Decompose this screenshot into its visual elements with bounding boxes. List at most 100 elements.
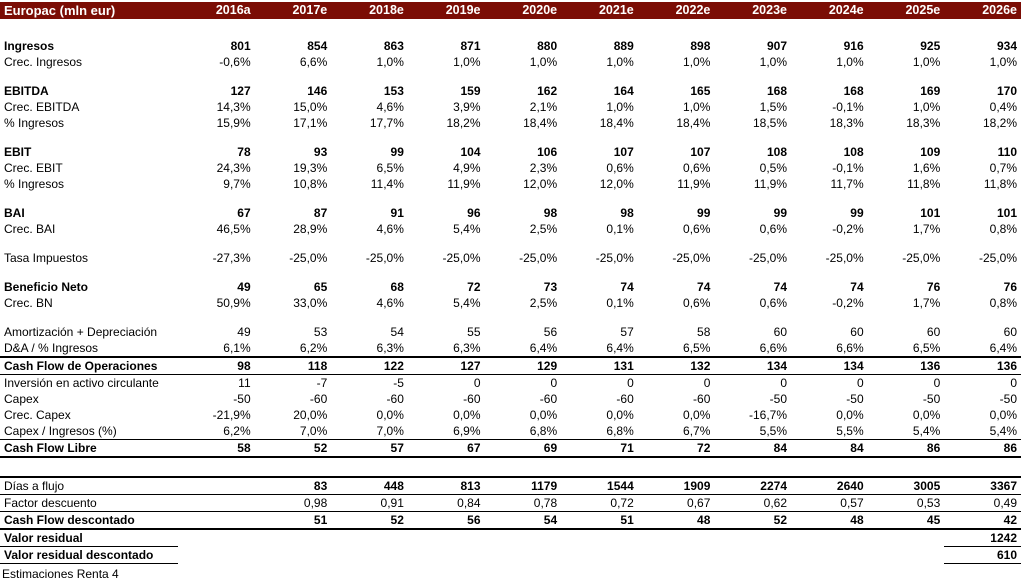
cell: 101 [920, 206, 941, 220]
cell: 33,0% [293, 296, 328, 310]
cell: 56 [543, 325, 558, 339]
cell: 76 [1003, 280, 1017, 294]
cell: 0,84 [407, 494, 485, 512]
cell: 108 [766, 145, 787, 159]
cell [714, 547, 791, 564]
cell: 51 [561, 511, 638, 530]
row-label: Cash Flow descontado [0, 511, 178, 530]
cell: -50 [233, 392, 251, 406]
row-label: D&A / % Ingresos [4, 341, 99, 355]
cell: 50,9% [216, 296, 251, 310]
cell: -21,9% [212, 408, 251, 422]
table-row: Amortización + Depreciación 49 53 54 55 56 57 5… [0, 324, 1021, 340]
row-label: Capex [4, 392, 39, 406]
cell: 6,5% [376, 161, 404, 175]
cell [408, 547, 485, 564]
cell: 0,0% [529, 408, 558, 422]
cell: 136 [867, 356, 945, 375]
cell: -25,0% [978, 251, 1017, 265]
cell: -25,0% [825, 251, 864, 265]
cell: 6,9% [407, 423, 485, 440]
cell: 46,5% [216, 222, 251, 236]
cell: 6,2% [299, 341, 328, 355]
cell: 101 [996, 206, 1017, 220]
cell: 4,6% [376, 222, 404, 236]
table-row: Valor residual descontado 610 [0, 546, 1021, 564]
cell [638, 547, 715, 564]
cell: -50 [999, 392, 1017, 406]
year-header: 2025e [867, 2, 945, 19]
cell: 4,9% [453, 161, 481, 175]
cell: 98 [620, 206, 634, 220]
row-label: EBITDA [4, 84, 49, 98]
cell: 0,49 [944, 494, 1021, 512]
cell: 1,0% [683, 55, 711, 69]
cell: 65 [313, 280, 328, 294]
cell: 67 [407, 439, 485, 458]
row-label: Crec. BAI [4, 222, 56, 236]
cell: 2,3% [529, 161, 558, 175]
cell: 153 [383, 84, 404, 98]
cell: -25,0% [365, 251, 404, 265]
cell: 24,3% [216, 161, 251, 175]
table-row: EBITDA 127 146 153 159 162 164 165 168 168 169 170 [0, 83, 1021, 99]
row-label: BAI [4, 206, 25, 220]
cell [408, 529, 485, 547]
cell [868, 547, 945, 564]
cell: 0,6% [759, 222, 787, 236]
cell: 72 [637, 439, 715, 458]
row-label: Crec. BN [4, 296, 53, 310]
cell: 134 [791, 356, 868, 375]
cell: 0,0% [606, 408, 634, 422]
cell: 4,6% [376, 100, 404, 114]
cell: 110 [997, 145, 1017, 159]
cell: 0,4% [989, 100, 1017, 114]
spacer-row [0, 70, 1021, 83]
cell: -25,0% [289, 251, 328, 265]
cell: 6,3% [453, 341, 481, 355]
cell [178, 476, 255, 495]
cell: 87 [313, 206, 328, 220]
row-label: Crec. Capex [4, 408, 71, 422]
spacer-row [0, 457, 1021, 477]
row-label: % Ingresos [4, 116, 65, 130]
table-row: Tasa Impuestos -27,3% -25,0% -25,0% -25,0% -2… [0, 250, 1021, 266]
cell: 0 [473, 376, 481, 390]
cell: 58 [178, 439, 255, 458]
cell: 146 [307, 84, 328, 98]
row-label: Tasa Impuestos [4, 251, 89, 265]
cell: 84 [714, 439, 791, 458]
cell: 0,0% [836, 408, 864, 422]
table-row: Crec. Capex -21,9% 20,0% 0,0% 0,0% 0,0% 0,0% 0,… [0, 407, 1021, 423]
cell: 99 [850, 206, 864, 220]
row-label: Días a flujo [0, 476, 178, 495]
cell: 0 [780, 376, 787, 390]
cell: 1,0% [836, 55, 864, 69]
cell: -25,0% [595, 251, 634, 265]
cell: 86 [944, 439, 1021, 458]
cell: 6,4% [989, 341, 1017, 355]
row-label: Amortización + Depreciación [4, 325, 158, 339]
cell: -60 [539, 392, 558, 406]
cell: 1,0% [453, 55, 481, 69]
cell: 83 [254, 476, 332, 495]
cell: 0,98 [254, 494, 332, 512]
cell: 6,4% [529, 341, 558, 355]
cell: 5,4% [453, 296, 481, 310]
year-header: 2022e [637, 2, 715, 19]
table-row: Días a flujo 83 448 813 1179 1544 1909 2274 2640… [0, 476, 1021, 495]
cell: 0,6% [683, 161, 711, 175]
cell: 57 [620, 325, 634, 339]
cell: 0,1% [606, 296, 634, 310]
cell [178, 529, 255, 547]
cell [638, 529, 715, 547]
cell: 0,72 [561, 494, 638, 512]
cell: 134 [714, 356, 791, 375]
cell: 6,6% [836, 341, 864, 355]
cell: 0 [856, 376, 864, 390]
cell: -25,0% [442, 251, 481, 265]
cell [178, 547, 255, 564]
spacer-row [0, 266, 1021, 279]
cell: 129 [484, 356, 562, 375]
cell: 18,3% [829, 116, 864, 130]
